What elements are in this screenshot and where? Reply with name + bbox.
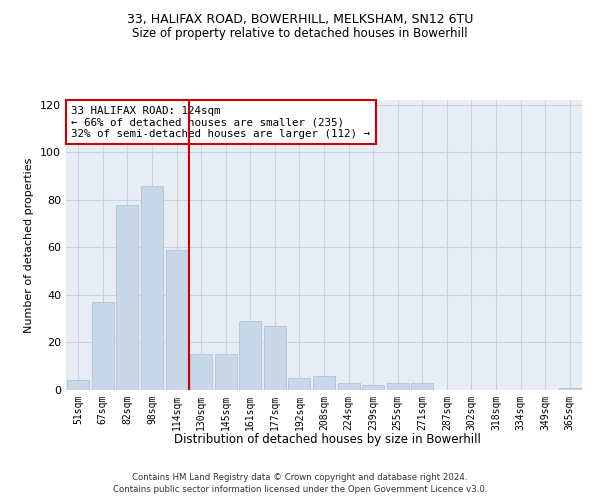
Bar [362,385,384,390]
Bar [215,354,237,390]
Text: Distribution of detached houses by size in Bowerhill: Distribution of detached houses by size … [173,432,481,446]
Bar [67,380,89,390]
Bar [116,204,139,390]
Text: Contains HM Land Registry data © Crown copyright and database right 2024.: Contains HM Land Registry data © Crown c… [132,472,468,482]
Text: 33 HALIFAX ROAD: 124sqm
← 66% of detached houses are smaller (235)
32% of semi-d: 33 HALIFAX ROAD: 124sqm ← 66% of detache… [71,106,370,139]
Bar [141,186,163,390]
Text: 33, HALIFAX ROAD, BOWERHILL, MELKSHAM, SN12 6TU: 33, HALIFAX ROAD, BOWERHILL, MELKSHAM, S… [127,12,473,26]
Bar [166,250,188,390]
Bar [338,383,359,390]
Bar [411,383,433,390]
Bar [264,326,286,390]
Text: Contains public sector information licensed under the Open Government Licence v3: Contains public sector information licen… [113,485,487,494]
Text: Size of property relative to detached houses in Bowerhill: Size of property relative to detached ho… [132,28,468,40]
Bar [239,321,262,390]
Bar [92,302,114,390]
Bar [289,378,310,390]
Bar [386,383,409,390]
Bar [190,354,212,390]
Bar [313,376,335,390]
Bar [559,388,581,390]
Y-axis label: Number of detached properties: Number of detached properties [25,158,34,332]
